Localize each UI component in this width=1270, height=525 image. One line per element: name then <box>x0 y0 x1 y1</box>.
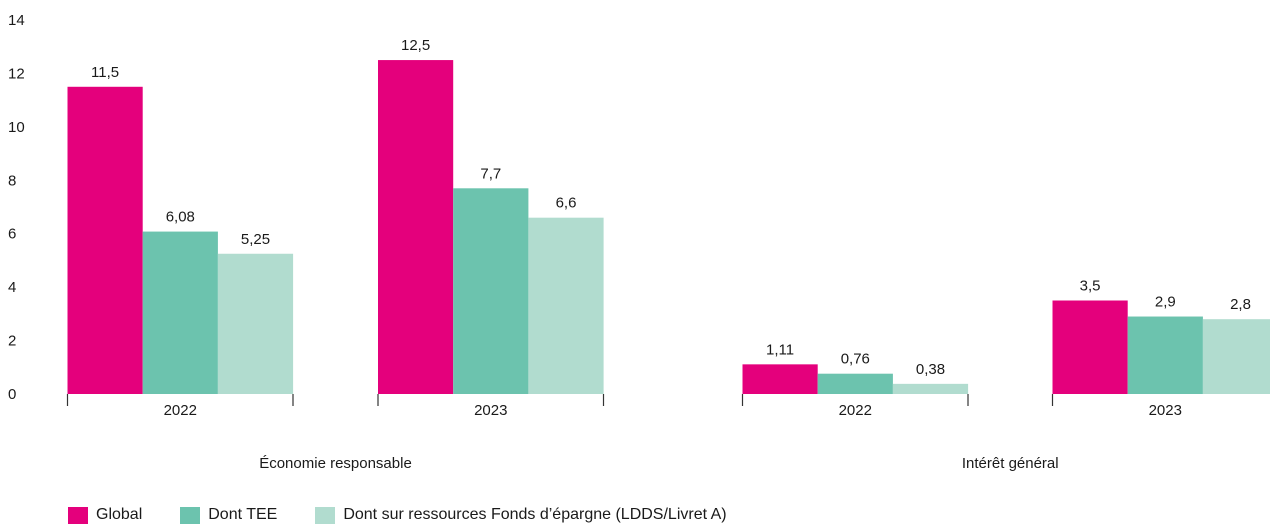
data-label: 7,7 <box>480 165 501 182</box>
bar <box>743 364 818 394</box>
bar <box>453 188 528 394</box>
bar <box>68 87 143 394</box>
group-label: Intérêt général <box>962 455 1059 472</box>
legend-swatch-global <box>68 507 88 524</box>
data-label: 3,5 <box>1080 278 1101 295</box>
y-tick-label: 8 <box>8 172 16 189</box>
x-category-label: 2022 <box>164 402 197 419</box>
data-label: 12,5 <box>401 37 430 54</box>
y-tick-label: 10 <box>8 119 25 136</box>
data-label: 6,08 <box>166 209 195 226</box>
y-tick-label: 12 <box>8 65 25 82</box>
group-label: Économie responsable <box>259 455 412 472</box>
legend-swatch-fonds-epargne <box>315 507 335 524</box>
bar <box>528 218 603 394</box>
legend-swatch-dont-tee <box>180 507 200 524</box>
y-tick-label: 0 <box>8 386 16 403</box>
legend-item-fonds-epargne: Dont sur ressources Fonds d’épargne (LDD… <box>315 506 726 524</box>
legend-item-dont-tee: Dont TEE <box>180 506 277 524</box>
data-label: 5,25 <box>241 231 270 248</box>
bar <box>1053 301 1128 395</box>
bar <box>1128 317 1203 394</box>
data-label: 2,9 <box>1155 294 1176 311</box>
y-tick-label: 4 <box>8 279 16 296</box>
y-tick-label: 2 <box>8 333 16 350</box>
legend-label-global: Global <box>96 506 142 524</box>
bar <box>143 232 218 394</box>
legend: Global Dont TEE Dont sur ressources Fond… <box>68 506 765 524</box>
data-label: 2,8 <box>1230 296 1251 313</box>
y-tick-label: 6 <box>8 226 16 243</box>
data-label: 11,5 <box>91 64 119 81</box>
y-tick-label: 14 <box>8 12 25 29</box>
bar <box>378 60 453 394</box>
legend-label-dont-tee: Dont TEE <box>208 506 277 524</box>
bar <box>893 384 968 394</box>
chart: 0 2 4 6 8 10 12 14 11,5 6,08 5,25 2022 12,5 7,7 6,6 202… <box>0 0 1270 500</box>
x-category-label: 2022 <box>839 402 872 419</box>
data-label: 1,11 <box>766 341 794 358</box>
bar <box>1203 319 1270 394</box>
data-label: 0,38 <box>916 361 945 378</box>
x-category-label: 2023 <box>1149 402 1182 419</box>
bar <box>218 254 293 394</box>
legend-item-global: Global <box>68 506 142 524</box>
legend-label-fonds-epargne: Dont sur ressources Fonds d’épargne (LDD… <box>343 506 726 524</box>
data-label: 6,6 <box>556 195 577 212</box>
bar <box>818 374 893 394</box>
data-label: 0,76 <box>841 351 870 368</box>
x-category-label: 2023 <box>474 402 507 419</box>
